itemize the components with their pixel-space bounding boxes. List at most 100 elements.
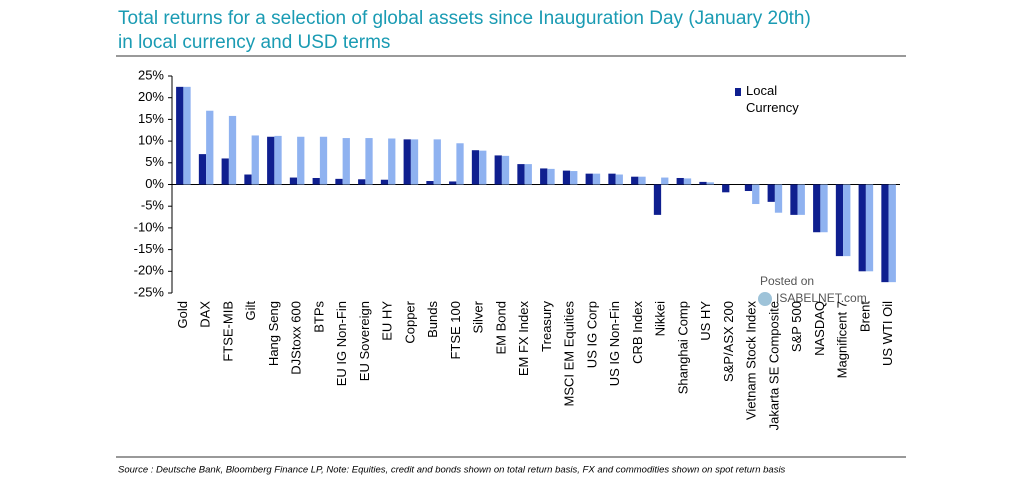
chart-title: Total returns for a selection of global … [118,8,811,29]
bar [456,143,464,185]
bar [206,110,214,185]
bar [198,154,207,185]
y-tick-label: 0% [145,176,164,191]
bar [335,178,343,185]
bar [221,158,229,185]
bar [494,155,502,185]
x-tick-label: DAX [198,301,213,328]
watermark-logo [758,292,772,306]
bar [365,138,373,185]
y-tick-label: -25% [134,284,165,299]
bar [562,170,571,185]
x-tick-label: CRB Index [630,301,645,364]
x-tick-label: Brent [857,301,872,332]
bar [608,173,616,185]
x-tick-label: EM Bond [493,301,508,354]
x-tick-label: US IG Corp [584,301,599,368]
bar [547,168,555,185]
bar [524,164,532,185]
bar [449,181,457,185]
x-tick-label: FTSE 100 [448,301,463,360]
x-tick-label: Vietnam Stock Index [744,301,759,420]
y-tick-label: -10% [134,219,165,234]
bar [881,184,889,283]
source-note: Source : Deutsche Bank, Bloomberg Financ… [118,465,786,476]
x-tick-label: EU IG Non-Fin [334,301,349,386]
x-tick-label: MSCI EM Equities [562,301,577,407]
bar [319,136,328,185]
x-tick-label: Bunds [425,301,440,338]
y-tick-label: 25% [138,67,164,82]
chart-title: in local currency and USD terms [118,32,390,53]
bar [570,171,578,185]
y-tick-label: -5% [141,198,165,213]
bar [388,138,396,185]
x-tick-label: Copper [402,300,417,343]
bar [479,150,487,185]
bar [312,177,320,185]
x-tick-label: US IG Non-Fin [607,301,622,386]
bar [858,184,866,272]
y-tick-label: 5% [145,154,164,169]
x-tick-label: EM FX Index [516,301,531,377]
bar [865,184,874,272]
bar [228,115,237,185]
bar [251,135,259,185]
x-tick-label: Treasury [539,301,554,352]
bar [790,184,798,215]
bar [289,177,298,185]
bar [767,184,775,202]
bar [342,138,350,185]
watermark: Posted on [760,274,814,288]
x-tick-label: Gilt [243,301,258,321]
bar [752,184,760,205]
bar [585,173,593,185]
bar [835,184,844,257]
bar [410,139,419,185]
bar [517,164,525,185]
bar [267,136,275,185]
x-tick-label: Nikkei [653,301,668,337]
bar [631,176,639,185]
bar [433,139,441,185]
bar [813,184,821,233]
x-tick-label: Silver [471,300,486,333]
bar [676,177,684,185]
bar [592,173,601,185]
bar [797,184,805,215]
bar [403,139,411,185]
bar [888,184,896,283]
bar [843,184,851,257]
bar [661,177,669,185]
bar [615,174,623,185]
y-tick-label: 15% [138,111,164,126]
x-tick-label: FTSE-MIB [220,301,235,362]
y-tick-label: 20% [138,89,164,104]
x-tick-label: S&P 500 [789,301,804,352]
x-tick-label: EU HY [380,301,395,341]
bar [183,86,191,185]
x-tick-label: DJStoxx 600 [289,301,304,375]
bar [426,181,434,185]
x-tick-label: Jakarta SE Composite [766,301,781,430]
bar [820,184,828,233]
legend-swatch [735,88,741,96]
bar [297,136,305,185]
bar [244,174,252,185]
x-tick-label: Gold [175,301,190,328]
x-tick-label: NASDAQ [812,301,827,356]
y-tick-label: -15% [134,241,165,256]
bar [176,86,184,185]
bar [744,184,753,192]
bar [638,176,646,185]
x-tick-label: US WTI Oil [880,301,895,366]
bar [501,155,510,185]
watermark: ISABELNET.com [776,291,867,305]
bar [722,184,730,193]
bar [653,184,662,215]
bar [471,150,480,185]
x-tick-label: S&P/ASX 200 [721,301,736,382]
bar [540,168,548,185]
bar [706,182,714,185]
